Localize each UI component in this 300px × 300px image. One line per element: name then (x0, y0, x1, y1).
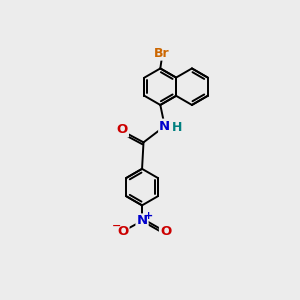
Text: Br: Br (154, 46, 170, 60)
Text: −: − (112, 220, 121, 230)
Text: N: N (136, 214, 148, 227)
Text: +: + (144, 211, 153, 221)
Text: H: H (172, 121, 182, 134)
Text: O: O (160, 225, 171, 239)
Text: O: O (117, 225, 128, 239)
Text: O: O (117, 124, 128, 136)
Text: N: N (159, 120, 170, 133)
